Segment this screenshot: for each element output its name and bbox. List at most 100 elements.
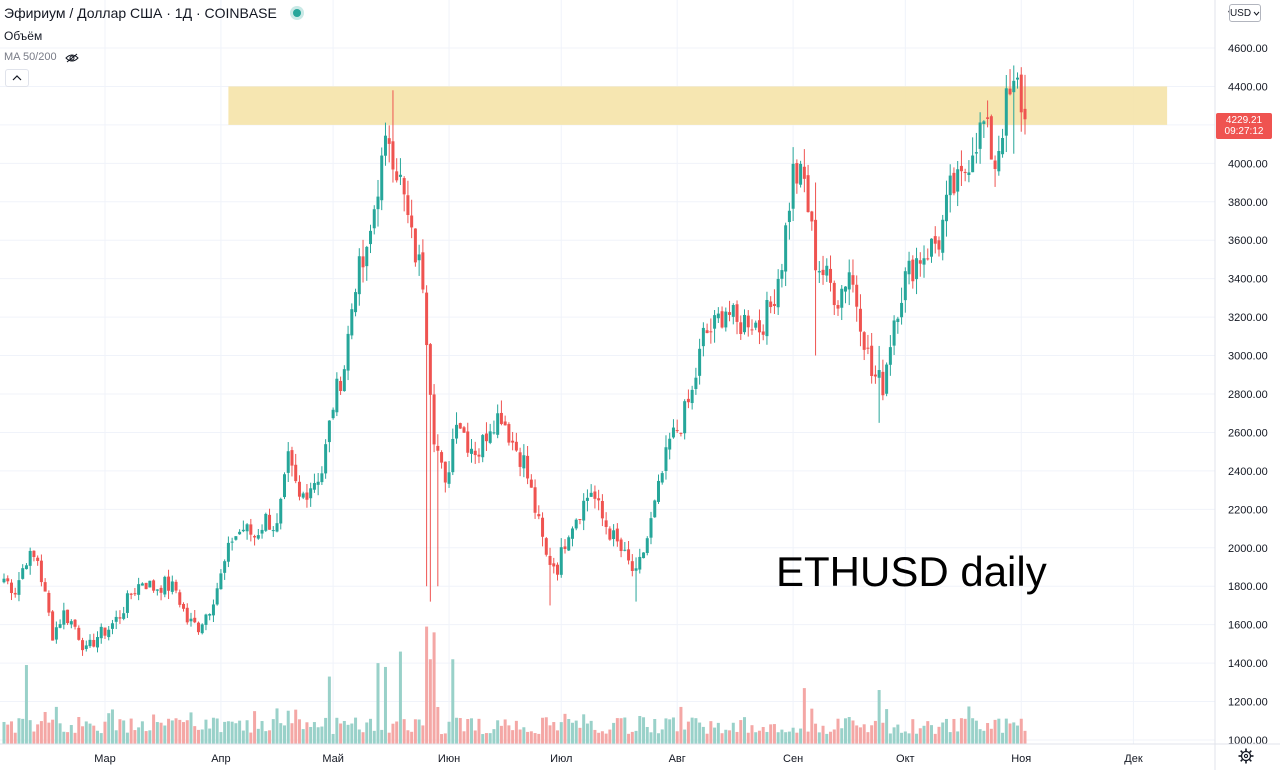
volume-bar [410, 731, 414, 744]
candle-body [784, 225, 788, 272]
candle-body [922, 258, 926, 265]
candle-body [709, 331, 713, 333]
volume-bar [372, 730, 376, 744]
market-status-dot [292, 9, 301, 17]
candle-body [526, 455, 530, 479]
candle-body [226, 542, 230, 562]
volume-bar [428, 659, 432, 744]
candle-body [578, 519, 582, 521]
x-tick-label: Дек [1124, 753, 1143, 765]
collapse-legend-button[interactable] [5, 69, 29, 87]
candle-body [473, 450, 477, 456]
symbol-title[interactable]: Эфириум / Доллар США · 1Д · COINBASE [4, 5, 277, 21]
candle-body [698, 348, 702, 376]
candle-body [211, 604, 215, 616]
eye-crossed-icon[interactable] [64, 53, 79, 63]
volume-bar [125, 732, 129, 744]
volume-bar [739, 720, 743, 744]
currency-selector[interactable]: USD [1229, 4, 1261, 22]
candle-body [649, 518, 653, 538]
volume-bar [814, 723, 818, 744]
candle-body [930, 238, 934, 257]
volume-bar [275, 708, 279, 744]
volume-bar [877, 690, 881, 744]
candle-body [952, 172, 956, 194]
candle-body [189, 618, 193, 622]
candle-body [241, 529, 245, 532]
candle-body [511, 440, 515, 443]
volume-bar [944, 718, 948, 744]
volume-bar [309, 726, 313, 744]
candle-body [993, 160, 997, 169]
candle-body [989, 116, 993, 160]
gear-icon[interactable] [1238, 748, 1254, 764]
chart-annotation[interactable]: ETHUSD daily [776, 548, 1047, 595]
volume-bar [660, 729, 664, 744]
candle-body [997, 150, 1001, 172]
candle-body [28, 550, 32, 566]
candle-body [933, 236, 937, 244]
candle-body [234, 536, 238, 540]
volume-bar [118, 719, 122, 744]
volume-bar [226, 721, 230, 744]
volume-bar [1001, 732, 1005, 744]
volume-bar [47, 722, 51, 744]
candle-body [944, 194, 948, 222]
volume-bar [253, 711, 257, 744]
volume-bar [649, 732, 653, 744]
volume-bar [488, 733, 492, 744]
volume-bar [619, 718, 623, 744]
volume-bar [918, 728, 922, 744]
volume-bar [361, 732, 365, 744]
volume-bar [679, 706, 683, 744]
candle-body [967, 172, 971, 175]
candle-body [653, 500, 657, 518]
candle-body [1016, 77, 1020, 80]
volume-bar [810, 708, 814, 744]
candle-body [488, 431, 492, 443]
candle-body [406, 195, 410, 215]
candle-body [570, 528, 574, 539]
y-tick-label: 3800.00 [1228, 197, 1268, 209]
volume-bar [294, 709, 298, 744]
candle-body [462, 427, 466, 433]
candle-body [548, 555, 552, 565]
candle-body [1004, 88, 1008, 136]
volume-bar [1012, 722, 1016, 744]
volume-bar [989, 728, 993, 744]
volume-bar [922, 725, 926, 744]
candle-body [735, 304, 739, 322]
candle-body [716, 313, 720, 319]
volume-bar [930, 725, 934, 744]
candle-body [769, 301, 773, 308]
volume-bar [320, 726, 324, 744]
volume-bar [825, 733, 829, 744]
volume-bar [211, 717, 215, 744]
candle-body [185, 607, 189, 623]
volume-bar [6, 724, 10, 744]
volume-bar [959, 718, 963, 744]
volume-bar [391, 723, 395, 744]
candle-body [750, 329, 754, 331]
volume-bar [357, 729, 361, 744]
x-axis: Мар Апр Май Июн Июл Авг Сен Окт Ноя Дек [0, 743, 1280, 765]
volume-bar [780, 729, 784, 744]
volume-bar [32, 731, 36, 744]
ma-legend[interactable]: MA 50/200 [4, 51, 57, 63]
candle-body [634, 568, 638, 571]
volume-bar [1016, 725, 1020, 744]
candle-body [948, 175, 952, 196]
candle-body [182, 603, 186, 609]
volume-bar [683, 729, 687, 744]
candle-body [720, 311, 724, 328]
volume-legend[interactable]: Объём [4, 29, 43, 43]
candle-body [290, 450, 294, 466]
volume-bar [499, 725, 503, 744]
candle-body [937, 240, 941, 250]
volume-bar [9, 721, 13, 744]
candle-body [92, 639, 96, 647]
volume-bar [21, 718, 25, 744]
volume-bar [234, 723, 238, 744]
candle-body [69, 621, 73, 625]
